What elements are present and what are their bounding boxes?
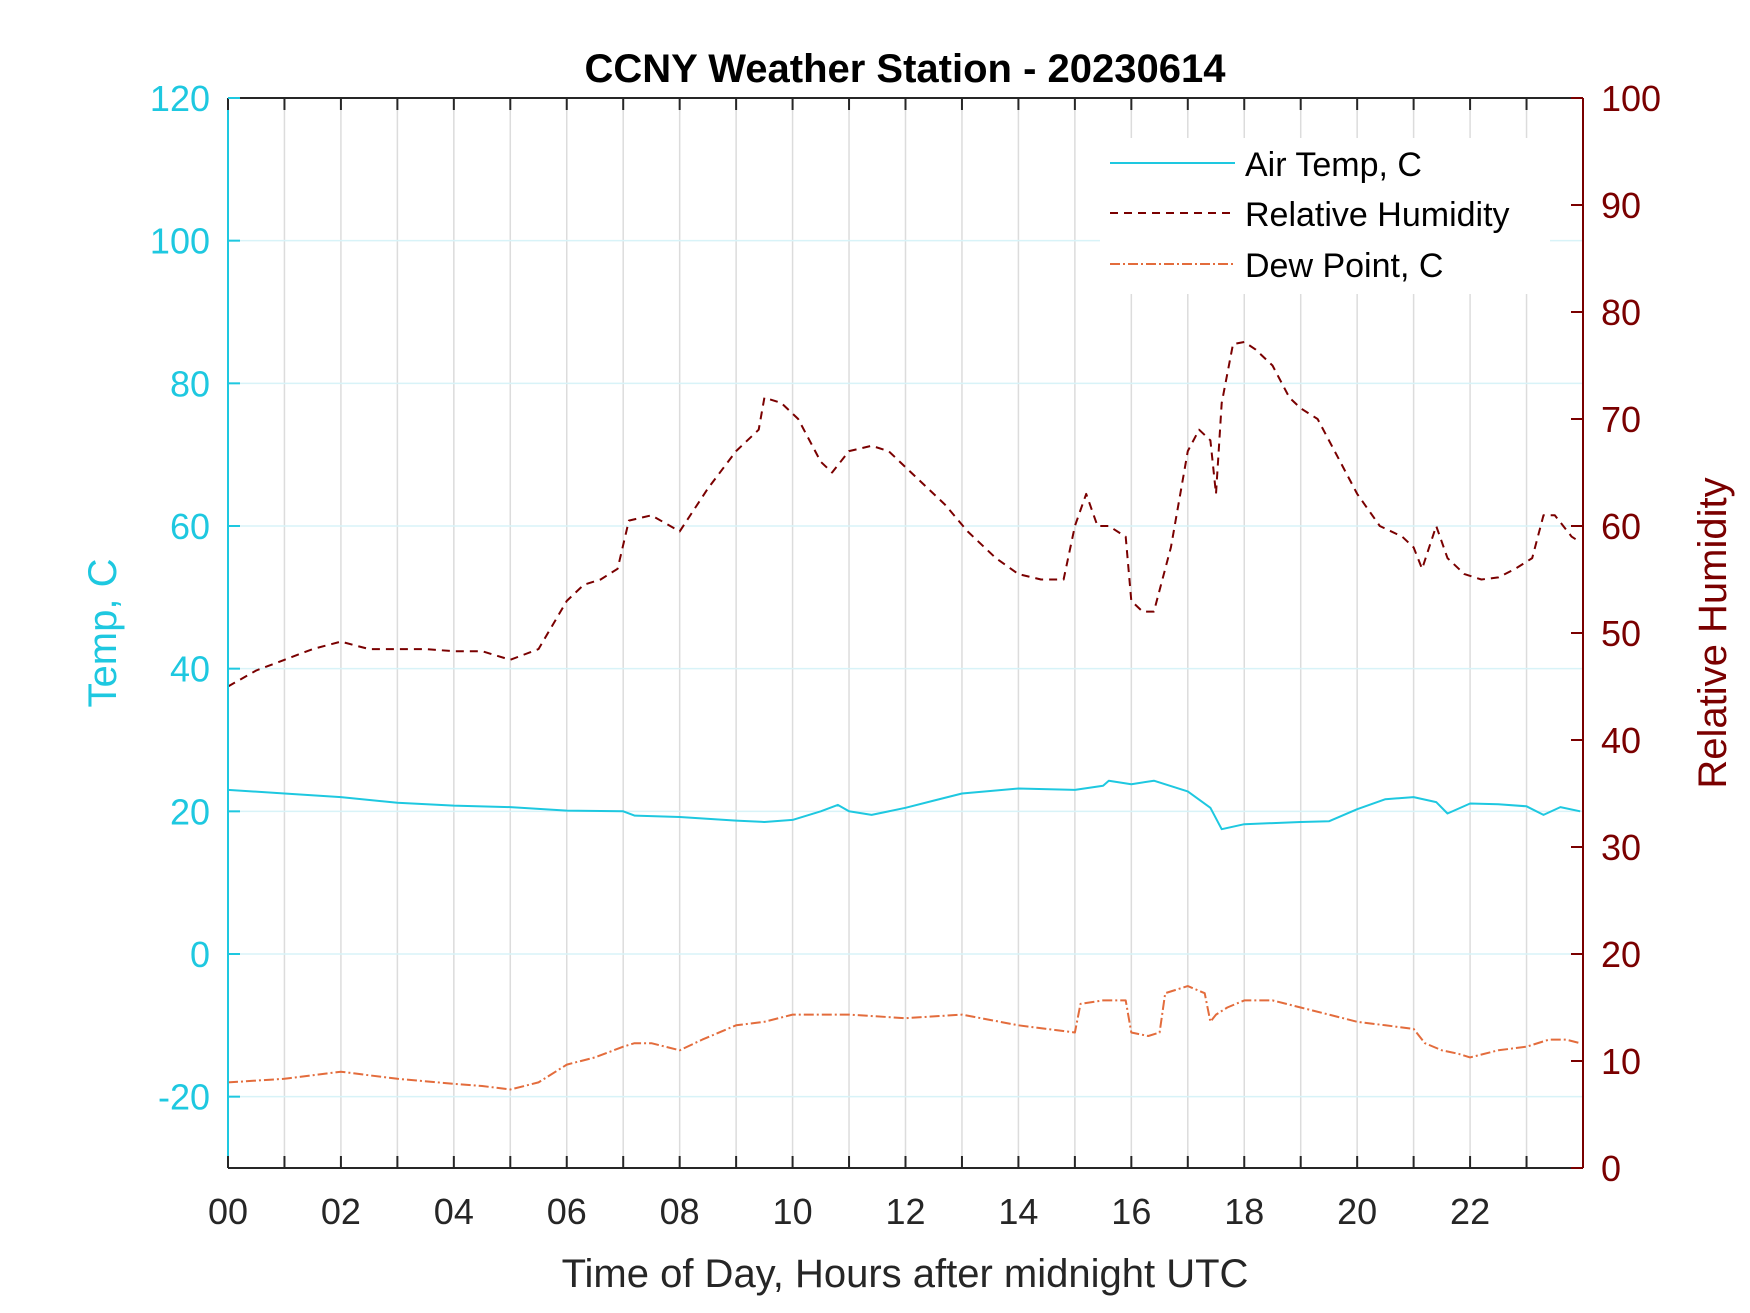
chart-title: CCNY Weather Station - 20230614 <box>585 47 1227 91</box>
y-right-tick-label: 60 <box>1601 506 1641 547</box>
y-right-tick-label: 10 <box>1601 1041 1641 1082</box>
legend-label-air-temp: Air Temp, C <box>1245 146 1422 184</box>
x-tick-label: 10 <box>773 1191 813 1232</box>
y-right-tick-label: 80 <box>1601 292 1641 333</box>
y-left-tick-label: 60 <box>170 506 210 547</box>
y-left-tick-label: 100 <box>150 221 210 262</box>
x-tick-label: 06 <box>547 1191 587 1232</box>
left-y-axis-label: Temp, C <box>81 559 125 708</box>
y-right-tick-label: 20 <box>1601 934 1641 975</box>
y-right-tick-label: 100 <box>1601 78 1661 119</box>
y-left-tick-label: 40 <box>170 649 210 690</box>
x-tick-label: 02 <box>321 1191 361 1232</box>
x-axis-label: Time of Day, Hours after midnight UTC <box>562 1252 1249 1296</box>
y-right-tick-label: 70 <box>1601 399 1641 440</box>
series-air-temp <box>227 779 1581 831</box>
x-tick-label: 12 <box>885 1191 925 1232</box>
legend: Air Temp, C Relative Humidity Dew Point,… <box>1100 138 1550 294</box>
x-tick-label: 14 <box>998 1191 1038 1232</box>
series-layer <box>227 341 1581 1091</box>
x-tick-label: 18 <box>1224 1191 1264 1232</box>
x-tick-label: 20 <box>1337 1191 1377 1232</box>
series-dew-point <box>227 985 1581 1091</box>
legend-label-dew-point: Dew Point, C <box>1245 247 1443 285</box>
ticks: 00 02 04 06 08 10 12 14 16 18 20 22-200204060801001… <box>150 78 1661 1232</box>
y-right-tick-label: 30 <box>1601 827 1641 868</box>
y-left-tick-label: 120 <box>150 78 210 119</box>
grid <box>228 98 1583 1168</box>
y-left-tick-label: 80 <box>170 363 210 404</box>
y-right-tick-label: 50 <box>1601 613 1641 654</box>
x-tick-label: 16 <box>1111 1191 1151 1232</box>
legend-label-relative-humidity: Relative Humidity <box>1245 196 1510 234</box>
y-right-tick-label: 0 <box>1601 1148 1621 1189</box>
right-y-axis-label: Relative Humidity <box>1691 477 1735 788</box>
x-tick-label: 00 <box>208 1191 248 1232</box>
y-right-tick-label: 90 <box>1601 185 1641 226</box>
y-left-tick-label: -20 <box>158 1077 210 1118</box>
x-tick-label: 22 <box>1450 1191 1490 1232</box>
x-tick-label: 08 <box>660 1191 700 1232</box>
y-left-tick-label: 0 <box>190 934 210 975</box>
y-right-tick-label: 40 <box>1601 720 1641 761</box>
y-left-tick-label: 20 <box>170 791 210 832</box>
x-tick-label: 04 <box>434 1191 474 1232</box>
